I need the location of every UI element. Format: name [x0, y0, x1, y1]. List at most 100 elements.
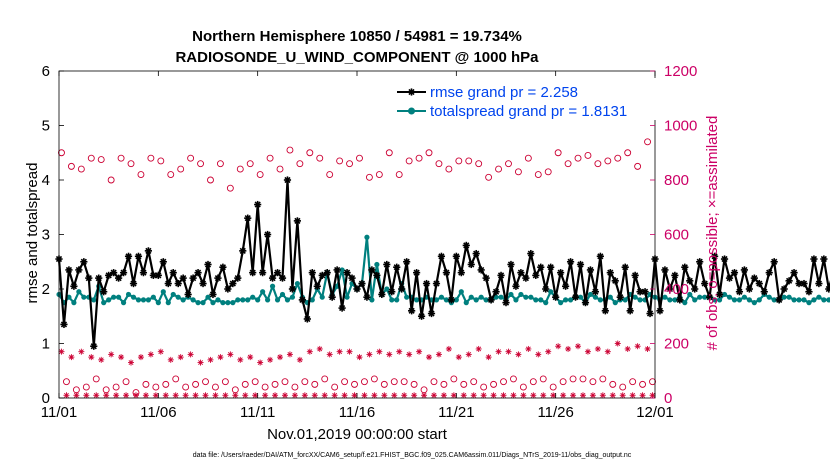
rmse-point — [576, 260, 585, 269]
totalspread-point — [150, 294, 156, 300]
asterisk-stroke — [194, 269, 202, 276]
obs-possible-marker — [62, 378, 70, 386]
y-tick-label: 6 — [42, 63, 50, 80]
totalspread-point — [587, 291, 594, 298]
totalspread-point — [811, 297, 817, 303]
totalspread-point — [269, 283, 276, 289]
obs-assimilated-marker — [629, 392, 636, 399]
obs-possible-marker — [569, 375, 577, 383]
asterisk-stroke — [535, 351, 541, 357]
totalspread-point — [230, 300, 236, 306]
obs-assimilated-marker — [396, 348, 403, 355]
asterisk-stroke — [726, 274, 733, 282]
rmse-point — [318, 271, 326, 279]
totalspread-point — [766, 294, 772, 300]
asterisk-stroke — [681, 264, 688, 271]
obs-assimilated-marker — [406, 351, 413, 358]
rmse-point — [507, 260, 515, 269]
asterisk-stroke — [155, 272, 162, 279]
asterisk-stroke — [507, 261, 515, 268]
totalspread-point — [433, 297, 440, 303]
rmse-point — [398, 285, 406, 293]
asterisk-stroke — [343, 269, 351, 276]
totalspread-point — [523, 294, 529, 300]
asterisk-stroke — [83, 392, 89, 398]
totalspread-point — [796, 297, 802, 303]
asterisk-stroke — [269, 274, 276, 282]
x-tick-label: 11/06 — [140, 404, 176, 421]
asterisk-stroke — [453, 253, 460, 260]
asterisk-stroke — [478, 266, 485, 274]
asterisk-stroke — [287, 351, 293, 357]
obs-possible-marker — [177, 165, 185, 173]
asterisk-stroke — [342, 392, 348, 398]
asterisk-stroke — [366, 351, 372, 357]
obs-possible-marker — [370, 375, 378, 383]
asterisk-stroke — [590, 392, 596, 398]
asterisk-stroke — [511, 392, 516, 398]
asterisk-stroke — [267, 357, 273, 363]
rmse-point — [119, 269, 128, 277]
asterisk-stroke — [676, 296, 683, 304]
asterisk-stroke — [716, 291, 723, 298]
rmse-point — [467, 260, 475, 269]
asterisk-stroke — [443, 269, 450, 276]
rmse-point — [214, 274, 222, 282]
asterisk-stroke — [398, 285, 405, 293]
asterisk-stroke — [229, 280, 236, 287]
asterisk-stroke — [577, 261, 584, 268]
obs-possible-marker — [420, 386, 428, 394]
rmse-point — [571, 293, 580, 301]
rmse-point — [229, 279, 237, 288]
obs-assimilated-marker — [321, 392, 328, 399]
obs-assimilated-marker — [584, 348, 591, 355]
rmse-point — [795, 279, 803, 288]
rmse-point — [457, 269, 465, 277]
obs-assimilated-marker — [575, 343, 582, 350]
obs-assimilated-marker — [123, 392, 130, 399]
obs-possible-marker — [564, 160, 572, 168]
obs-possible-marker — [649, 378, 656, 386]
rmse-point — [730, 269, 739, 277]
y-tick-label: 4 — [42, 172, 50, 189]
asterisk-stroke — [473, 250, 480, 257]
totalspread-point — [756, 297, 762, 303]
x-tick-label: 12/01 — [636, 404, 674, 421]
obs-assimilated-marker — [63, 392, 70, 399]
asterisk-stroke — [249, 269, 256, 276]
obs-assimilated-marker — [58, 348, 65, 355]
asterisk-stroke — [292, 392, 298, 398]
obs-possible-marker — [172, 375, 180, 383]
asterisk-stroke — [125, 253, 132, 260]
asterisk-stroke — [348, 274, 356, 282]
asterisk-stroke — [607, 269, 614, 276]
obs-assimilated-marker — [167, 356, 174, 363]
asterisk-stroke — [110, 269, 117, 276]
asterisk-stroke — [203, 392, 208, 398]
obs-possible-marker — [559, 378, 567, 386]
asterisk-stroke — [597, 253, 604, 260]
totalspread-point — [155, 300, 161, 306]
obs-possible-marker — [226, 184, 234, 192]
obs-assimilated-marker — [505, 348, 512, 355]
obs-possible-marker — [192, 380, 200, 388]
asterisk-stroke — [219, 264, 227, 271]
asterisk-stroke — [59, 349, 64, 355]
totalspread-point — [662, 294, 668, 300]
rmse-point — [358, 279, 366, 288]
obs-possible-marker — [485, 173, 493, 181]
obs-possible-marker — [440, 380, 448, 388]
totalspread-point — [563, 297, 569, 303]
totalspread-point — [284, 297, 291, 303]
obs-assimilated-marker — [490, 392, 497, 399]
totalspread-point — [240, 297, 246, 303]
rmse-point — [755, 279, 763, 288]
asterisk-stroke — [418, 313, 425, 320]
asterisk-stroke — [413, 269, 420, 276]
asterisk-stroke — [358, 280, 366, 287]
totalspread-point — [736, 297, 743, 303]
rmse-point — [487, 296, 495, 304]
asterisk-stroke — [299, 296, 306, 304]
asterisk-stroke — [198, 360, 203, 366]
obs-possible-marker — [77, 165, 85, 173]
